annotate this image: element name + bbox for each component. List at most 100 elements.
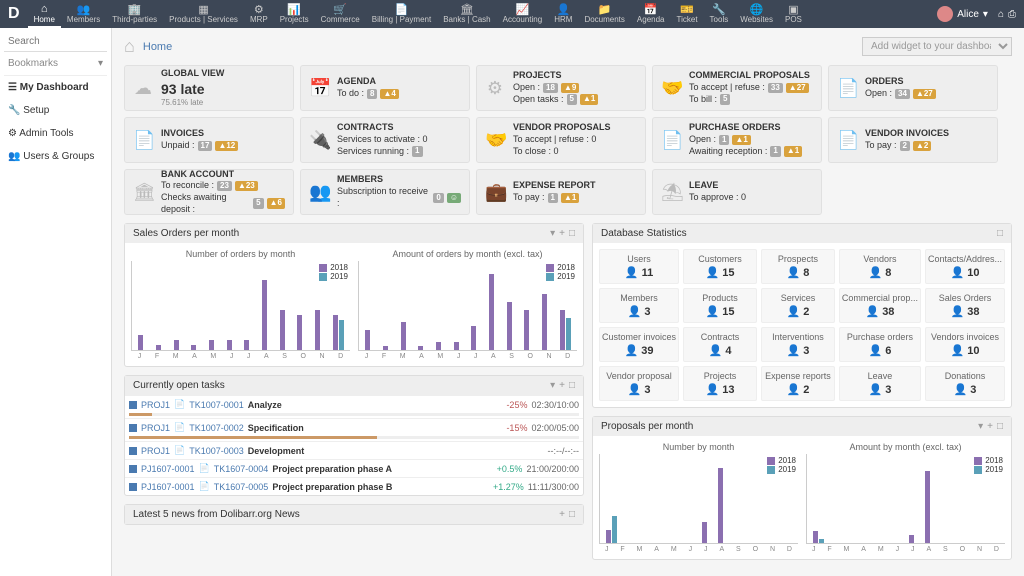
tile-icon: 👥 bbox=[309, 182, 329, 203]
close-icon[interactable]: □ bbox=[997, 421, 1003, 432]
panel-title: Sales Orders per month bbox=[133, 228, 239, 239]
nav-banks-cash[interactable]: 🏛Banks | Cash bbox=[437, 1, 496, 28]
chart: Amount by month (excl. tax)20182019JFMAM… bbox=[806, 442, 1005, 553]
nav-commerce[interactable]: 🛒Commerce bbox=[315, 1, 366, 28]
task-row[interactable]: PJ1607-0001📄TK1607-0004Project preparati… bbox=[125, 459, 583, 477]
nav-home[interactable]: ⌂Home bbox=[28, 1, 61, 28]
expand-icon[interactable]: + bbox=[559, 509, 565, 520]
task-row[interactable]: PROJ1📄TK1007-0001Analyze-25%02:30/10:00 bbox=[125, 395, 583, 413]
tile-leave[interactable]: ⛱LEAVETo approve : 0 bbox=[652, 169, 822, 215]
home-icon[interactable]: ⌂ bbox=[124, 36, 135, 57]
stat-commercial-prop-[interactable]: Commercial prop...👤 38 bbox=[839, 288, 921, 323]
tile-members[interactable]: 👥MEMBERSSubscription to receive : 0 ☺ bbox=[300, 169, 470, 215]
tile-icon: ☁ bbox=[133, 78, 153, 99]
tile-icon: 📄 bbox=[837, 130, 857, 151]
tile-icon: 🏛 bbox=[133, 182, 153, 203]
close-icon[interactable]: □ bbox=[569, 380, 575, 391]
tile-icon: 🤝 bbox=[485, 130, 505, 151]
stat-vendors-invoices[interactable]: Vendors invoices👤 10 bbox=[925, 327, 1005, 362]
stat-users[interactable]: Users👤 11 bbox=[599, 249, 679, 284]
nav-ticket[interactable]: 🎫Ticket bbox=[671, 1, 704, 28]
nav-documents[interactable]: 📁Documents bbox=[578, 1, 630, 28]
expand-icon[interactable]: + bbox=[987, 421, 993, 432]
task-row[interactable]: PROJ1📄TK1007-0003Development--:--/--:-- bbox=[125, 441, 583, 459]
nav-third-parties[interactable]: 🏢Third-parties bbox=[106, 1, 163, 28]
tile-orders[interactable]: 📄ORDERSOpen : 34 ▲27 bbox=[828, 65, 998, 111]
stat-purchase-orders[interactable]: Purchase orders👤 6 bbox=[839, 327, 921, 362]
tile-icon: 🔌 bbox=[309, 130, 329, 151]
chart: Number by month20182019JFMAMJJASOND bbox=[599, 442, 798, 553]
sidebar-item-my-dashboard[interactable]: ☰ My Dashboard bbox=[4, 76, 107, 99]
close-icon[interactable]: □ bbox=[997, 228, 1003, 239]
tile-purchase-orders[interactable]: 📄PURCHASE ORDERSOpen : 1 ▲1Awaiting rece… bbox=[652, 117, 822, 163]
nav-tools[interactable]: 🔧Tools bbox=[704, 1, 735, 28]
tile-icon: 🤝 bbox=[661, 78, 681, 99]
logo[interactable]: D bbox=[8, 5, 20, 23]
bookmarks-toggle[interactable]: Bookmarks▾ bbox=[4, 52, 107, 76]
sidebar-item-admin-tools[interactable]: ⚙ Admin Tools bbox=[4, 122, 107, 145]
sidebar-item-setup[interactable]: 🔧 Setup bbox=[4, 99, 107, 122]
expand-icon[interactable]: + bbox=[559, 228, 565, 239]
stat-customers[interactable]: Customers👤 15 bbox=[683, 249, 757, 284]
tile-icon: 📄 bbox=[661, 130, 681, 151]
stat-services[interactable]: Services👤 2 bbox=[761, 288, 835, 323]
panel-title: Database Statistics bbox=[601, 228, 687, 239]
task-row[interactable]: PJ1607-0001📄TK1607-0005Project preparati… bbox=[125, 477, 583, 495]
panel-title: Latest 5 news from Dolibarr.org News bbox=[133, 509, 300, 520]
nav-mrp[interactable]: ⚙MRP bbox=[244, 1, 274, 28]
stat-prospects[interactable]: Prospects👤 8 bbox=[761, 249, 835, 284]
tile-icon: 💼 bbox=[485, 182, 505, 203]
stat-vendors[interactable]: Vendors👤 8 bbox=[839, 249, 921, 284]
tile-vendor-proposals[interactable]: 🤝VENDOR PROPOSALSTo accept | refuse : 0T… bbox=[476, 117, 646, 163]
search-input[interactable] bbox=[4, 32, 107, 52]
tile-expense-report[interactable]: 💼EXPENSE REPORTTo pay : 1 ▲1 bbox=[476, 169, 646, 215]
tile-agenda[interactable]: 📅AGENDATo do : 8 ▲4 bbox=[300, 65, 470, 111]
filter-icon[interactable]: ▾ bbox=[978, 421, 983, 432]
tile-bank-account[interactable]: 🏛BANK ACCOUNTTo reconcile : 23 ▲23Checks… bbox=[124, 169, 294, 215]
close-icon[interactable]: □ bbox=[569, 509, 575, 520]
nav-billing-payment[interactable]: 📄Billing | Payment bbox=[366, 1, 437, 28]
nav-agenda[interactable]: 📅Agenda bbox=[631, 1, 671, 28]
nav-websites[interactable]: 🌐Websites bbox=[734, 1, 779, 28]
avatar bbox=[937, 6, 953, 22]
stat-interventions[interactable]: Interventions👤 3 bbox=[761, 327, 835, 362]
tile-invoices[interactable]: 📄INVOICESUnpaid : 17 ▲12 bbox=[124, 117, 294, 163]
stat-products[interactable]: Products👤 15 bbox=[683, 288, 757, 323]
tile-icon: 📄 bbox=[837, 78, 857, 99]
stat-customer-invoices[interactable]: Customer invoices👤 39 bbox=[599, 327, 679, 362]
filter-icon[interactable]: ▾ bbox=[550, 380, 555, 391]
sidebar-item-users-groups[interactable]: 👥 Users & Groups bbox=[4, 145, 107, 168]
expand-icon[interactable]: + bbox=[559, 380, 565, 391]
nav-projects[interactable]: 📊Projects bbox=[274, 1, 315, 28]
stat-contracts[interactable]: Contracts👤 4 bbox=[683, 327, 757, 362]
task-row[interactable]: PROJ1📄TK1007-0002Specification-15%02:00/… bbox=[125, 418, 583, 436]
home-icon[interactable]: ⌂ bbox=[998, 9, 1004, 20]
tile-global-view[interactable]: ☁GLOBAL VIEW93 late75.61% late bbox=[124, 65, 294, 111]
user-menu[interactable]: Alice ▾ ⌂ ⎙ bbox=[937, 6, 1016, 22]
stat-expense-reports[interactable]: Expense reports👤 2 bbox=[761, 366, 835, 401]
stat-leave[interactable]: Leave👤 3 bbox=[839, 366, 921, 401]
close-icon[interactable]: □ bbox=[569, 228, 575, 239]
stat-contacts-addres-[interactable]: Contacts/Addres...👤 10 bbox=[925, 249, 1005, 284]
tile-icon: ⚙ bbox=[485, 78, 505, 99]
breadcrumb-home[interactable]: Home bbox=[143, 41, 172, 53]
nav-pos[interactable]: ▣POS bbox=[779, 1, 808, 28]
stat-projects[interactable]: Projects👤 13 bbox=[683, 366, 757, 401]
tile-icon: 📅 bbox=[309, 78, 329, 99]
stat-vendor-proposal[interactable]: Vendor proposal👤 3 bbox=[599, 366, 679, 401]
stat-members[interactable]: Members👤 3 bbox=[599, 288, 679, 323]
nav-products-services[interactable]: ▦Products | Services bbox=[163, 1, 244, 28]
stat-donations[interactable]: Donations👤 3 bbox=[925, 366, 1005, 401]
tile-projects[interactable]: ⚙PROJECTSOpen : 18 ▲9Open tasks : 5 ▲1 bbox=[476, 65, 646, 111]
tile-commercial-proposals[interactable]: 🤝COMMERCIAL PROPOSALSTo accept | refuse … bbox=[652, 65, 822, 111]
print-icon[interactable]: ⎙ bbox=[1008, 9, 1016, 20]
stat-sales-orders[interactable]: Sales Orders👤 38 bbox=[925, 288, 1005, 323]
tile-contracts[interactable]: 🔌CONTRACTSServices to activate : 0Servic… bbox=[300, 117, 470, 163]
add-widget-select[interactable]: Add widget to your dashboard... bbox=[862, 37, 1012, 56]
nav-hrm[interactable]: 👤HRM bbox=[548, 1, 578, 28]
nav-members[interactable]: 👥Members bbox=[61, 1, 106, 28]
nav-accounting[interactable]: 📈Accounting bbox=[497, 1, 549, 28]
tile-vendor-invoices[interactable]: 📄VENDOR INVOICESTo pay : 2 ▲2 bbox=[828, 117, 998, 163]
chart: Amount of orders by month (excl. tax)201… bbox=[358, 249, 577, 360]
filter-icon[interactable]: ▾ bbox=[550, 228, 555, 239]
